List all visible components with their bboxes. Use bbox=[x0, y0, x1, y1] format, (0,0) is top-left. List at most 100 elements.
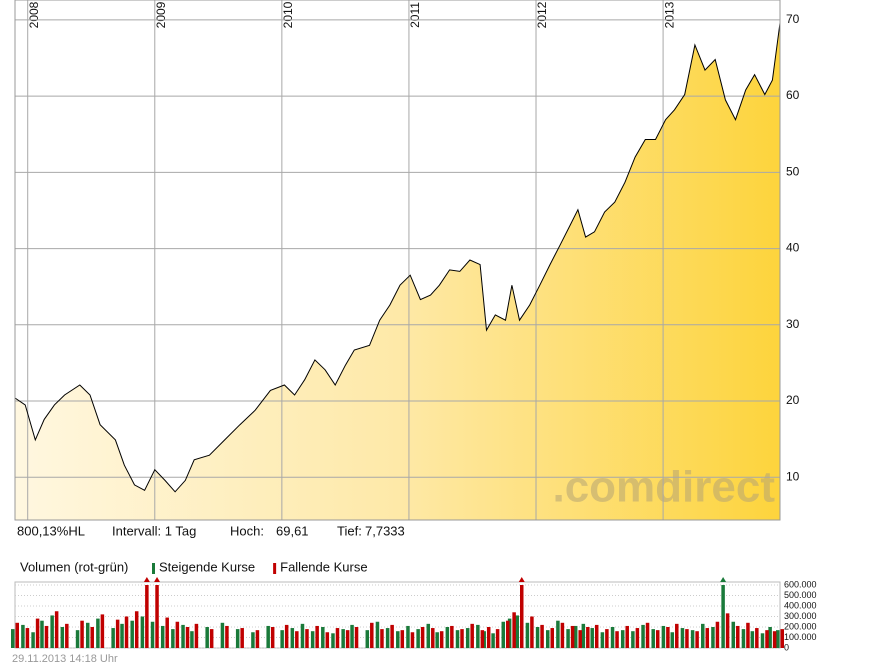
volume-bar bbox=[354, 627, 359, 648]
volume-bar bbox=[321, 627, 325, 648]
volume-bar bbox=[44, 625, 49, 648]
volume-bar bbox=[310, 631, 315, 648]
volume-bar bbox=[416, 629, 420, 648]
volume-bar bbox=[111, 628, 115, 648]
y-tick-label: 600.000 bbox=[784, 579, 817, 589]
volume-bar bbox=[506, 620, 510, 648]
volume-bar bbox=[545, 630, 550, 648]
volume-bar bbox=[335, 628, 340, 648]
y-tick-label: 40 bbox=[786, 241, 800, 255]
volume-bar bbox=[130, 620, 134, 648]
volume-bar bbox=[280, 630, 284, 648]
volume-bar bbox=[385, 628, 390, 648]
x-tick-label: 2009 bbox=[154, 1, 168, 28]
price-area bbox=[15, 22, 780, 521]
volume-bar bbox=[586, 627, 590, 648]
volume-bar bbox=[365, 630, 370, 648]
volume-bar bbox=[181, 624, 185, 648]
y-tick-label: 400.000 bbox=[784, 600, 817, 610]
y-tick-label: 300.000 bbox=[784, 611, 817, 621]
volume-bar bbox=[455, 630, 460, 648]
volume-bar bbox=[625, 625, 629, 648]
volume-bar bbox=[165, 617, 169, 648]
volume-bar bbox=[746, 622, 750, 648]
info-low: 7,7333 bbox=[365, 523, 405, 538]
volume-bar bbox=[410, 632, 415, 648]
volume-bar bbox=[251, 632, 255, 648]
volume-bar bbox=[731, 621, 736, 648]
volume-bar bbox=[690, 630, 695, 648]
volume-bar bbox=[40, 620, 44, 648]
overflow-arrow bbox=[720, 577, 727, 582]
volume-bar bbox=[680, 628, 685, 648]
volume-bar bbox=[600, 632, 605, 648]
volume-bar bbox=[635, 628, 640, 648]
volume-bar bbox=[85, 622, 90, 648]
volume-bar bbox=[560, 622, 565, 648]
volume-bar bbox=[772, 631, 777, 648]
volume-bar bbox=[705, 628, 710, 648]
volume-bar bbox=[573, 625, 578, 648]
volume-bar bbox=[594, 624, 599, 648]
volume-bar bbox=[370, 622, 374, 648]
legend-swatch bbox=[273, 563, 277, 574]
volume-bar bbox=[270, 627, 275, 648]
volume-bar bbox=[460, 629, 464, 648]
info-interval: Intervall: 1 Tag bbox=[112, 523, 196, 538]
volume-bar bbox=[65, 623, 69, 648]
volume-bar bbox=[530, 616, 534, 648]
volume-bar bbox=[540, 624, 544, 648]
plot-border bbox=[14, 0, 781, 521]
volume-bar bbox=[486, 627, 491, 648]
y-tick-label: 0 bbox=[784, 642, 789, 652]
volume-bar bbox=[507, 618, 512, 648]
volume-bar bbox=[755, 628, 759, 648]
y-tick-label: 70 bbox=[786, 12, 800, 26]
volume-bar bbox=[185, 627, 190, 648]
volume-bar bbox=[11, 629, 15, 648]
volume-bar bbox=[476, 624, 480, 648]
volume-bar bbox=[235, 629, 240, 648]
volume-bar bbox=[701, 623, 705, 648]
volume-bar bbox=[435, 632, 439, 648]
volume-bar bbox=[150, 621, 155, 648]
volume-bar bbox=[295, 631, 299, 648]
volume-bar bbox=[255, 630, 260, 648]
volume-bar bbox=[480, 630, 485, 648]
y-tick-label: 100.000 bbox=[784, 632, 817, 642]
volume-bar bbox=[750, 631, 755, 648]
volume-bar bbox=[615, 631, 619, 648]
volume-title: Volumen (rot-grün) bbox=[20, 559, 128, 574]
volume-bar bbox=[780, 629, 784, 648]
volume-bar bbox=[655, 630, 660, 648]
volume-bar bbox=[501, 621, 506, 648]
overflow-arrow bbox=[143, 577, 150, 582]
y-tick-label: 10 bbox=[786, 469, 800, 483]
volume-bar bbox=[685, 629, 689, 648]
volume-bar bbox=[431, 628, 435, 648]
volume-bar bbox=[190, 631, 194, 648]
volume-bar bbox=[240, 628, 244, 648]
volume-bar bbox=[666, 627, 670, 648]
y-tick-label: 60 bbox=[786, 88, 800, 102]
overflow-arrow bbox=[154, 577, 161, 582]
volume-bar bbox=[115, 619, 120, 648]
volume-bar bbox=[266, 625, 270, 648]
volume-bar bbox=[21, 624, 25, 648]
volume-bar bbox=[519, 585, 524, 648]
volume-bar bbox=[400, 630, 405, 648]
volume-bar bbox=[60, 627, 65, 648]
volume-bar bbox=[711, 627, 715, 648]
volume-bar bbox=[331, 633, 335, 648]
legend-swatch bbox=[152, 563, 155, 574]
volume-bar bbox=[300, 623, 305, 648]
volume-bar bbox=[605, 629, 609, 648]
info-high-label: Hoch: bbox=[230, 523, 264, 538]
volume-bar bbox=[90, 627, 94, 648]
volume-bar bbox=[556, 620, 560, 648]
volume-bar bbox=[25, 628, 30, 648]
volume-bar bbox=[670, 632, 675, 648]
volume-bar bbox=[641, 624, 645, 648]
volume-bar bbox=[760, 633, 765, 648]
volume-bar bbox=[124, 616, 129, 648]
